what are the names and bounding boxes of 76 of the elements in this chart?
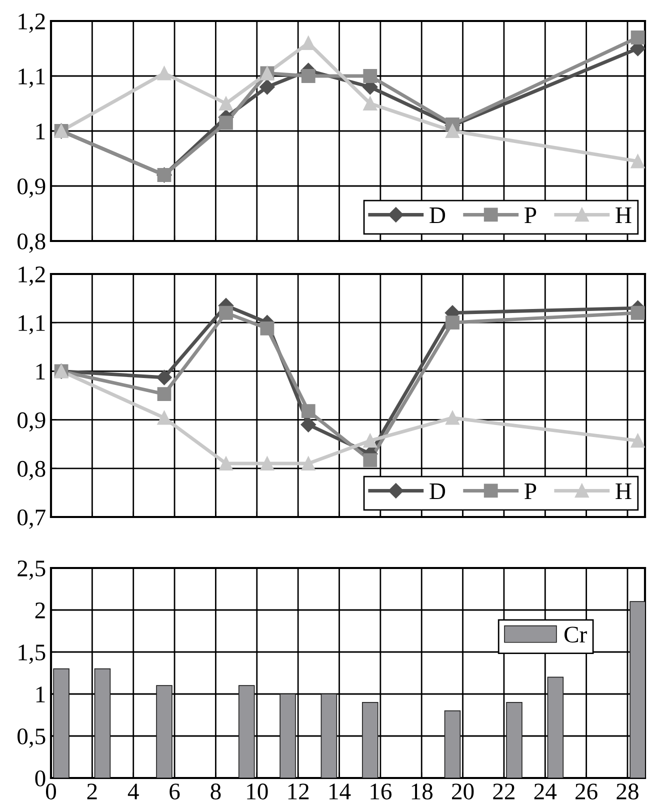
y-tick-label: 0,7 [18,509,46,529]
bar [362,702,378,778]
point [219,96,233,110]
point [156,370,172,386]
legend-label: H [616,484,632,499]
point [219,116,233,130]
point [446,124,460,138]
point [301,36,316,50]
legend-label: P [524,484,536,499]
y-tick-label: 0,5 [18,728,46,748]
x-tick-label: 22 [493,784,514,800]
point [446,410,460,425]
point [301,69,316,83]
bar [94,668,111,778]
y-tick-label: 1,2 [18,266,45,286]
point [301,456,316,470]
point [219,306,233,320]
bar [506,702,522,778]
x-tick-label: 2 [87,784,97,800]
point [363,434,378,448]
legend-label: P [524,208,536,223]
y-tick-label: 0 [35,770,46,786]
point [630,30,645,44]
point [446,316,460,330]
x-tick-label: 16 [370,784,392,800]
y-tick-label: 0,8 [18,460,46,480]
legend-label: H [616,208,632,223]
x-tick-label: 12 [288,784,309,800]
y-tick-label: 1,1 [18,68,45,88]
point [363,96,378,110]
x-tick-label: 20 [452,784,474,800]
y-tick-label: 1 [36,124,45,140]
bar [444,710,461,778]
point [301,404,316,418]
y-tick-label: 1 [36,686,45,702]
legend-label: Cr [564,626,587,643]
x-tick-label: 4 [128,784,139,800]
bar [547,676,564,778]
point [260,456,274,470]
point [630,306,645,320]
x-tick-label: 14 [330,784,351,800]
x-tick-label: 18 [412,784,433,800]
y-tick-label: 0,8 [18,233,46,253]
y-tick-label: 2,5 [18,560,46,580]
bar [630,601,645,778]
y-tick-label: 1,5 [18,644,46,664]
y-tick-label: 1,2 [18,14,45,33]
y-tick-label: 0,9 [18,412,46,432]
point [630,154,645,168]
point [157,410,172,425]
point [157,387,172,401]
x-tick-label: 28 [616,784,638,800]
point [219,456,233,470]
point [260,79,275,95]
point [300,417,316,432]
y-tick-label: 1 [36,364,45,380]
bar [53,668,70,778]
legend-label: D [430,484,446,500]
point [630,434,645,448]
x-tick-label: 8 [210,784,221,800]
point [157,66,172,80]
point [363,69,378,83]
bar [238,685,255,778]
legend-label: D [430,208,446,224]
bar [320,694,338,778]
y-tick-label: 1,1 [18,315,45,334]
point [260,321,274,336]
x-tick-label: 24 [534,784,557,800]
y-tick-label: 0,9 [18,178,46,198]
bar [280,694,296,778]
bar [156,685,172,778]
x-tick-label: 6 [170,784,180,800]
x-tick-label: 10 [247,784,268,800]
y-tick-label: 2 [35,602,45,618]
x-tick-label: 26 [576,784,598,800]
point [363,453,378,468]
